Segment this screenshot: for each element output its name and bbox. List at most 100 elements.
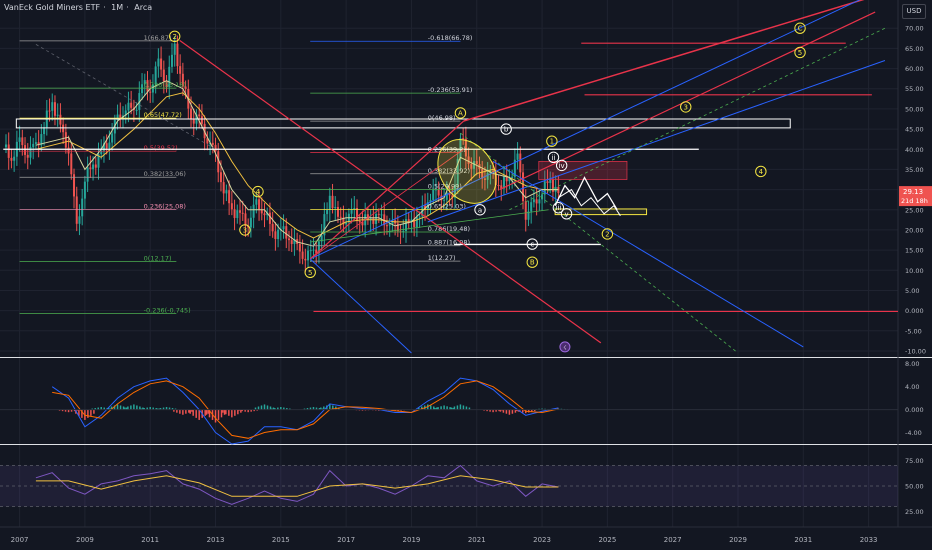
trend-line [35,44,216,150]
candle-body [244,213,247,226]
rsi-axis-tick: 50.00 [905,483,924,491]
candle-body [440,195,443,201]
candle-body [323,214,326,236]
candle-body [255,199,258,205]
candle-body [473,161,476,169]
candle-body [304,258,307,261]
candle-body [377,213,380,215]
rsi-axis-tick: 75.00 [905,457,924,465]
candle-body [448,192,451,196]
wave-label: 3 [684,103,688,111]
candle-body [369,217,372,220]
candle-body [26,154,29,158]
time-axis-tick: 2029 [729,536,747,544]
candle-body [24,145,27,155]
candle-body [315,249,318,254]
candle-body [317,241,320,254]
candle-body [230,203,233,210]
wave-label-ring [474,204,486,216]
candle-body [89,167,92,170]
wave-label: a [478,206,482,214]
candle-body [64,132,67,148]
wave-label-ring [755,165,767,178]
candle-body [13,156,16,161]
candle-body [483,178,486,180]
candle-body [124,110,127,116]
projection-path [554,176,618,211]
candle-body [339,216,342,218]
price-axis-tick: 40.00 [905,146,924,154]
candle-body [239,210,242,213]
fib-level-label: 0.382(33.06) [144,170,186,178]
fib-level-label: 0.382(33.92) [428,167,470,175]
candle-body [97,154,100,168]
moving-average-line [35,92,559,239]
dividend-marker [559,341,571,353]
candle-body [429,199,432,203]
candle-body [271,223,274,232]
candle-body [410,219,413,222]
dividend-marker-icon: ☇ [563,344,566,351]
candle-body [282,226,285,230]
candle-body [375,213,378,224]
time-axis-tick: 2019 [403,536,421,544]
currency-label[interactable]: USD [902,4,926,19]
trend-line [463,0,865,122]
time-axis-tick: 2011 [141,536,159,544]
candle-body [59,114,62,125]
candle-body [451,195,454,198]
candle-body [10,157,13,161]
price-axis-tick: 15.00 [905,247,924,255]
candle-body [181,73,184,87]
candle-body [287,238,290,241]
fib-level-label: 1(66.87) [144,34,172,42]
candle-body [73,174,76,197]
candle-body [102,143,105,151]
wave-label: A [458,109,463,117]
candle-body [18,137,21,142]
price-axis-tick: 5.00 [905,287,919,295]
candle-body [541,194,544,200]
candle-body [70,153,73,175]
candle-body [358,221,361,223]
candle-body [56,114,59,116]
macd-line [51,377,559,445]
candle-body [86,167,89,182]
symbol-title[interactable]: VanEck Gold Miners ETF · 1M · Arca [4,3,153,12]
trend-line [179,39,602,344]
candle-body [407,219,410,222]
candle-body [157,58,160,67]
candle-body [413,219,416,227]
candle-body [67,147,70,154]
candle-body [247,225,250,228]
candle-body [312,249,315,251]
price-axis-tick: -5.00 [905,327,922,335]
wave-label: iv [559,162,565,170]
interval-label[interactable]: 1M [111,3,124,12]
fib-level-label: 0.786(55.16) [144,81,186,89]
candle-body [549,179,552,184]
candle-body [396,223,399,232]
candle-body [249,217,252,228]
candle-body [277,229,280,240]
wave-label: 2 [172,33,176,41]
time-axis-tick: 2009 [76,536,94,544]
candle-body [160,58,163,70]
wave-label: ii [552,154,556,162]
supply-zone-box [538,161,628,180]
wave-label: 1 [550,138,554,146]
trend-line [310,209,549,243]
candle-body [34,142,37,144]
candle-body [511,176,514,178]
trend-line [309,120,465,260]
candle-body [111,133,114,143]
candle-body [519,153,522,173]
candle-body [538,199,541,204]
exchange-label: Arca [134,3,153,12]
candle-body [380,214,383,216]
candle-body [51,102,54,111]
candle-body [94,164,97,168]
candle-body [445,192,448,200]
price-axis-tick: 20.00 [905,226,924,234]
